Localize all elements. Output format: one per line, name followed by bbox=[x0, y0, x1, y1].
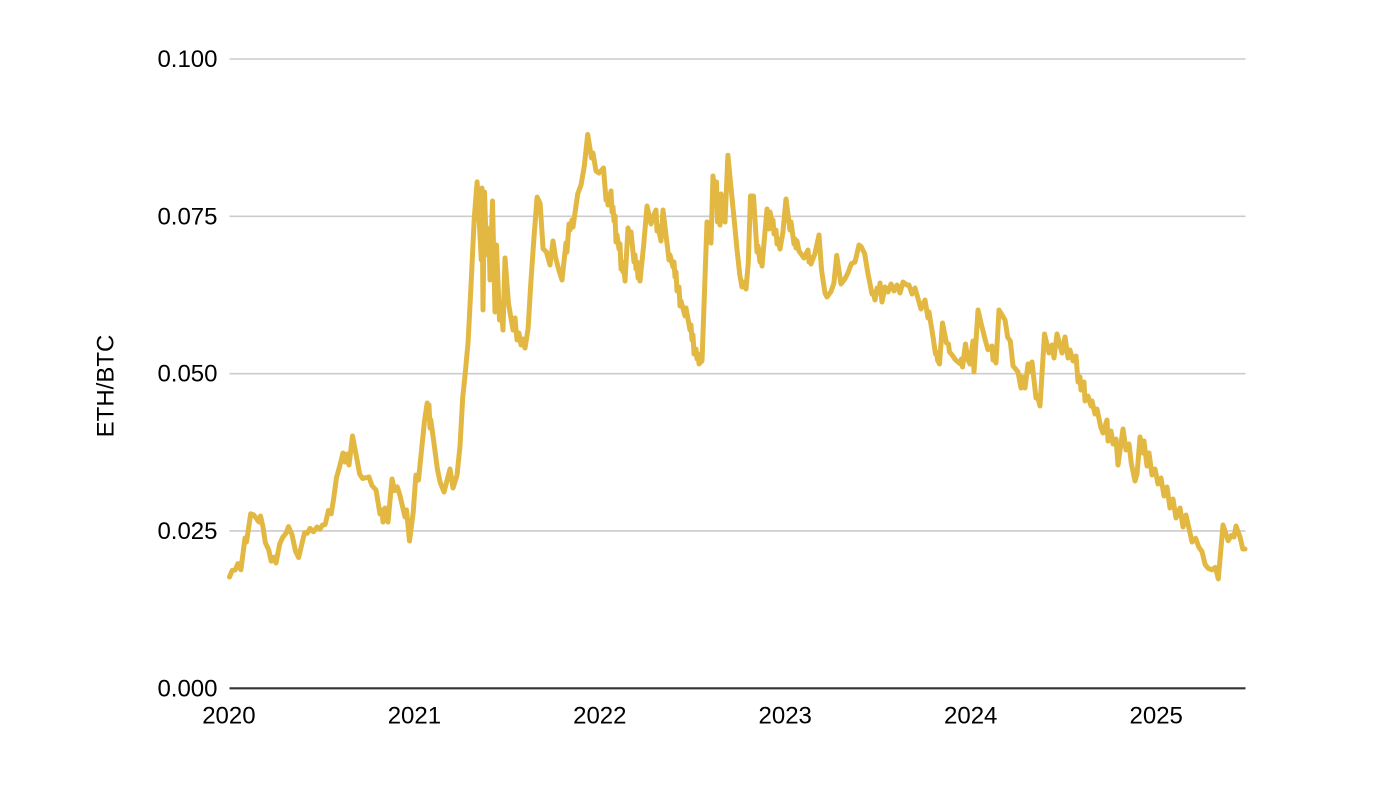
svg-text:2023: 2023 bbox=[759, 703, 812, 730]
svg-text:2022: 2022 bbox=[573, 703, 626, 730]
svg-text:ETH/BTC: ETH/BTC bbox=[93, 335, 120, 438]
svg-text:0.050: 0.050 bbox=[157, 361, 217, 388]
svg-text:0.100: 0.100 bbox=[157, 46, 217, 73]
svg-text:2020: 2020 bbox=[202, 703, 255, 730]
svg-text:0.075: 0.075 bbox=[157, 203, 217, 230]
svg-text:2025: 2025 bbox=[1130, 703, 1183, 730]
svg-text:0.000: 0.000 bbox=[157, 675, 217, 702]
svg-text:2024: 2024 bbox=[944, 703, 997, 730]
svg-text:2021: 2021 bbox=[388, 703, 441, 730]
svg-text:0.025: 0.025 bbox=[157, 518, 217, 545]
